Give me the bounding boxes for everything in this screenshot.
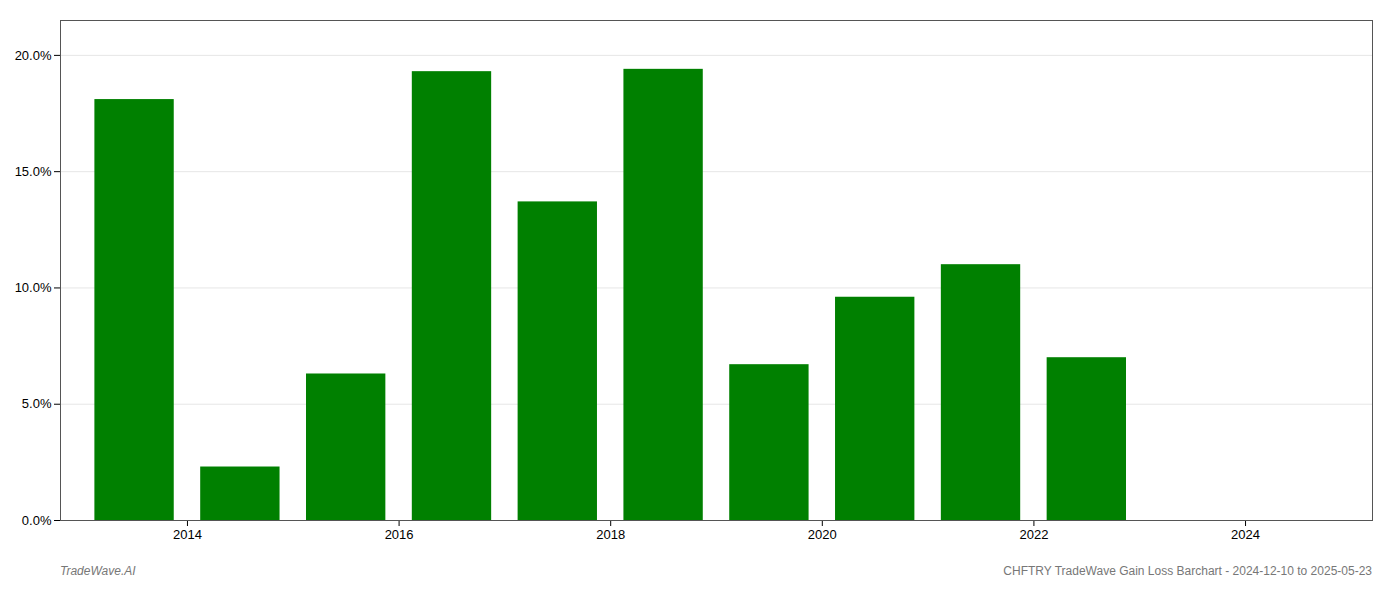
- svg-text:10.0%: 10.0%: [15, 280, 52, 295]
- svg-text:2024: 2024: [1231, 527, 1260, 542]
- svg-text:20.0%: 20.0%: [15, 48, 52, 63]
- html-text:TradeWave.AI: TradeWave.AI: [60, 564, 136, 578]
- svg-text:2016: 2016: [385, 527, 414, 542]
- svg-text:0.0%: 0.0%: [22, 513, 52, 528]
- svg-text:5.0%: 5.0%: [22, 396, 52, 411]
- svg-text:15.0%: 15.0%: [15, 164, 52, 179]
- svg-text:2022: 2022: [1019, 527, 1048, 542]
- svg-text:2020: 2020: [808, 527, 837, 542]
- html-text:CHFTRY TradeWave Gain Loss Bar: CHFTRY TradeWave Gain Loss Barchart - 20…: [1003, 564, 1372, 578]
- svg-text:2014: 2014: [173, 527, 202, 542]
- svg-text:2018: 2018: [596, 527, 625, 542]
